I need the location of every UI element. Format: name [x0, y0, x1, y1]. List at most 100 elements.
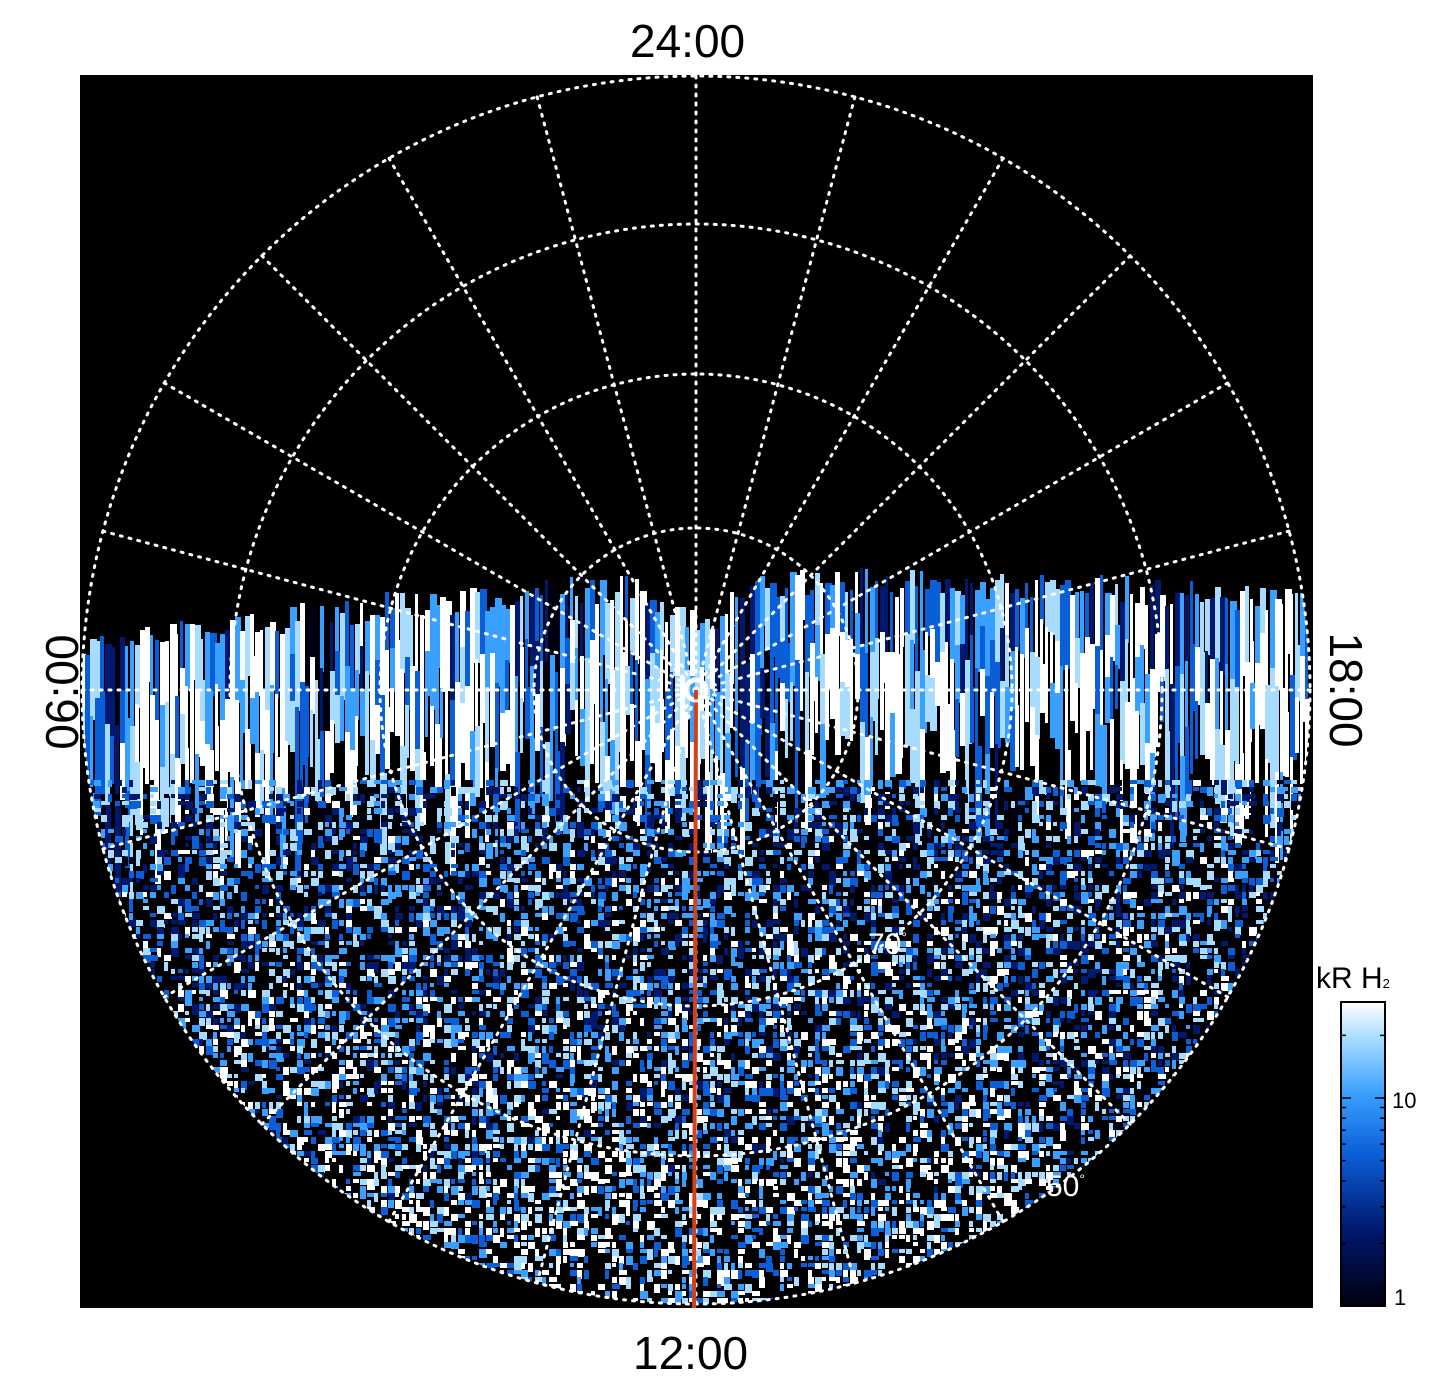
emission-speckle	[479, 878, 487, 887]
emission-speckle	[962, 892, 968, 901]
emission-speckle	[780, 787, 785, 793]
emission-streak	[285, 741, 288, 802]
emission-speckle	[507, 1046, 515, 1051]
emission-speckle	[1193, 843, 1200, 847]
emission-speckle	[1067, 871, 1075, 878]
emission-speckle	[1235, 808, 1240, 815]
emission-streak	[1230, 679, 1235, 761]
emission-speckle	[598, 913, 604, 922]
emission-speckle	[388, 864, 396, 871]
emission-speckle	[458, 1032, 465, 1040]
emission-speckle	[962, 920, 967, 928]
emission-speckle	[143, 955, 151, 963]
emission-streak	[225, 699, 232, 772]
emission-streak	[555, 751, 562, 834]
emission-speckle	[1130, 948, 1137, 955]
emission-streak	[1255, 663, 1261, 725]
emission-speckle	[738, 871, 743, 880]
emission-speckle	[913, 794, 918, 799]
emission-speckle	[325, 990, 332, 999]
emission-speckle	[780, 899, 786, 905]
emission-speckle	[521, 829, 529, 833]
emission-speckle	[738, 962, 743, 968]
emission-speckle	[388, 955, 395, 964]
emission-speckle	[290, 962, 295, 966]
emission-speckle	[892, 822, 899, 826]
emission-streak	[585, 658, 592, 732]
emission-speckle	[850, 871, 855, 876]
emission-speckle	[304, 976, 311, 983]
emission-speckle	[332, 787, 336, 795]
emission-speckle	[1067, 997, 1071, 1006]
emission-speckle	[1228, 878, 1234, 882]
emission-speckle	[598, 822, 602, 829]
emission-streak	[785, 699, 788, 758]
emission-speckle	[710, 913, 715, 921]
emission-streak	[225, 630, 230, 703]
emission-speckle	[248, 941, 254, 945]
emission-speckle	[192, 1011, 200, 1015]
emission-speckle	[920, 976, 925, 980]
emission-speckle	[1207, 976, 1211, 985]
emission-speckle	[206, 1046, 214, 1055]
emission-speckle	[773, 885, 779, 891]
emission-speckle	[780, 885, 786, 893]
emission-speckle	[472, 955, 480, 961]
emission-speckle	[409, 948, 417, 956]
emission-speckle	[892, 871, 898, 880]
emission-speckle	[1298, 787, 1302, 791]
emission-speckle	[1256, 892, 1260, 896]
emission-speckle	[857, 1011, 861, 1020]
emission-speckle	[1046, 850, 1052, 855]
emission-speckle	[927, 997, 935, 1002]
emission-speckle	[1228, 955, 1235, 959]
emission-speckle	[311, 1004, 316, 1011]
emission-speckle	[311, 801, 317, 810]
emission-streak	[1190, 644, 1195, 711]
emission-speckle	[878, 1046, 883, 1050]
emission-speckle	[794, 836, 800, 842]
emission-speckle	[507, 927, 511, 936]
emission-streak	[90, 716, 93, 797]
emission-speckle	[353, 843, 357, 849]
emission-speckle	[675, 850, 683, 857]
emission-speckle	[1046, 948, 1054, 954]
emission-speckle	[731, 1018, 739, 1022]
emission-speckle	[262, 1032, 267, 1040]
emission-speckle	[1270, 857, 1278, 861]
emission-speckle	[430, 878, 436, 884]
emission-streak	[570, 620, 575, 667]
emission-speckle	[1046, 836, 1052, 841]
emission-speckle	[1109, 1018, 1116, 1024]
emission-streak	[220, 634, 226, 724]
emission-speckle	[941, 1004, 948, 1010]
emission-speckle	[276, 920, 281, 926]
emission-speckle	[878, 885, 883, 891]
emission-speckle	[199, 1032, 207, 1040]
emission-speckle	[150, 885, 156, 891]
emission-speckle	[206, 822, 214, 830]
emission-speckle	[1214, 857, 1220, 863]
emission-speckle	[339, 878, 345, 887]
emission-speckle	[1046, 892, 1050, 899]
emission-speckle	[1249, 906, 1255, 910]
emission-speckle	[1095, 857, 1102, 863]
emission-speckle	[731, 1032, 739, 1036]
emission-speckle	[1081, 780, 1089, 785]
emission-speckle	[1102, 976, 1106, 985]
emission-speckle	[206, 892, 213, 897]
emission-speckle	[143, 899, 148, 903]
emission-speckle	[290, 913, 294, 917]
emission-speckle	[1011, 871, 1018, 875]
emission-streak	[740, 683, 746, 772]
emission-speckle	[234, 1025, 240, 1029]
emission-speckle	[969, 1011, 975, 1015]
emission-speckle	[661, 815, 665, 820]
emission-speckle	[1067, 836, 1071, 844]
emission-speckle	[339, 836, 343, 840]
emission-speckle	[1158, 850, 1165, 859]
emission-speckle	[206, 787, 211, 794]
emission-speckle	[766, 1011, 772, 1016]
emission-speckle	[1249, 941, 1256, 946]
emission-speckle	[332, 1039, 336, 1045]
